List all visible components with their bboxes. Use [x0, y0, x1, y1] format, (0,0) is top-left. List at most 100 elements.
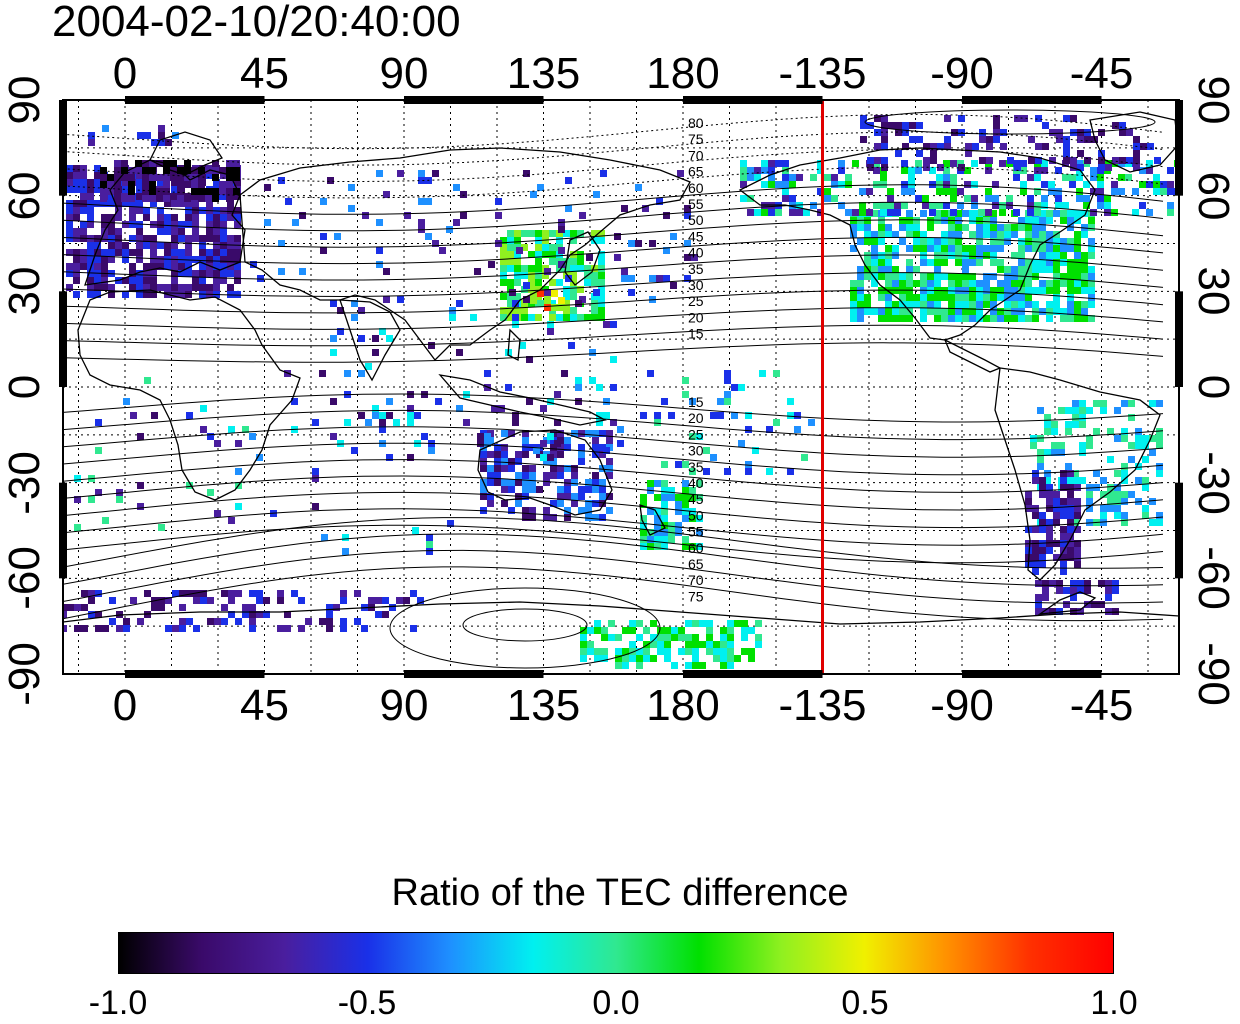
- tec-cell: [1060, 210, 1067, 217]
- tec-cell: [507, 300, 514, 307]
- tec-cell: [192, 256, 199, 263]
- tec-cell: [1060, 245, 1067, 252]
- tec-cell: [999, 160, 1006, 167]
- tec-cell: [962, 210, 969, 217]
- tec-cell: [727, 648, 734, 655]
- tec-cell: [969, 245, 976, 252]
- tec-cell: [212, 188, 219, 195]
- tec-cell: [1081, 287, 1088, 294]
- tec-cell: [740, 174, 747, 181]
- tec-cell: [1070, 115, 1077, 122]
- tec-cell: [557, 430, 564, 437]
- tec-cell: [1060, 280, 1067, 287]
- tec-cell: [1060, 273, 1067, 280]
- tec-cell: [130, 597, 137, 604]
- tec-cell: [382, 611, 389, 618]
- tec-cell: [962, 308, 969, 315]
- tec-cell: [596, 412, 603, 419]
- tec-cell: [530, 297, 537, 304]
- tec-cell: [1049, 157, 1056, 164]
- tec-cell: [754, 209, 761, 216]
- tec-cell: [927, 308, 934, 315]
- tec-cell: [227, 270, 234, 277]
- tec-cell: [1062, 174, 1069, 181]
- tec-cell: [696, 433, 703, 440]
- tec-cell: [206, 228, 213, 235]
- tec-cell: [986, 136, 993, 143]
- tec-cell: [228, 426, 235, 433]
- tec-cell: [529, 479, 536, 486]
- tec-cell: [930, 143, 937, 150]
- tec-cell: [1034, 188, 1041, 195]
- tec-cell: [599, 479, 606, 486]
- tec-cell: [592, 500, 599, 507]
- tec-cell: [615, 662, 622, 669]
- tec-cell: [621, 268, 628, 275]
- tec-cell: [164, 214, 171, 221]
- tec-cell: [101, 263, 108, 270]
- tec-cell: [249, 618, 256, 625]
- tec-cell: [895, 122, 902, 129]
- tec-cell: [521, 265, 528, 272]
- tec-cell: [264, 219, 271, 226]
- tec-cell: [519, 342, 526, 349]
- tec-cell: [591, 307, 598, 314]
- tec-cell: [477, 440, 484, 447]
- tec-cell: [526, 398, 533, 405]
- tec-cell: [1032, 259, 1039, 266]
- tec-cell: [143, 284, 150, 291]
- tec-cell: [1032, 315, 1039, 322]
- tec-cell: [577, 230, 584, 237]
- tec-cell: [1088, 287, 1095, 294]
- tec-cell: [901, 188, 908, 195]
- tec-cell: [706, 620, 713, 627]
- tec-cell: [507, 230, 514, 237]
- tec-cell: [129, 284, 136, 291]
- tec-cell: [1111, 209, 1118, 216]
- tec-cell: [957, 202, 964, 209]
- tec-cell: [340, 618, 347, 625]
- tec-cell: [1053, 308, 1060, 315]
- tec-cell: [561, 370, 568, 377]
- tec-cell: [487, 500, 494, 507]
- tec-cell: [577, 265, 584, 272]
- tec-cell: [768, 160, 775, 167]
- tec-cell: [1128, 414, 1135, 421]
- tec-cell: [73, 228, 80, 235]
- tec-cell: [178, 221, 185, 228]
- tec-cell: [1112, 580, 1119, 587]
- tec-cell: [284, 625, 291, 632]
- tec-cell: [603, 447, 610, 454]
- bottom-longitude-tick: 90: [379, 681, 429, 730]
- tec-cell: [1067, 259, 1074, 266]
- right-axis-bar: [1175, 100, 1183, 196]
- tec-cell: [219, 188, 226, 195]
- tec-cell: [213, 277, 220, 284]
- tec-cell: [123, 625, 130, 632]
- tec-cell: [1039, 512, 1046, 519]
- tec-cell: [1039, 491, 1046, 498]
- tec-cell: [536, 486, 543, 493]
- tec-cell: [969, 231, 976, 238]
- tec-cell: [734, 620, 741, 627]
- tec-cell: [206, 200, 213, 207]
- tec-cell: [1039, 477, 1046, 484]
- tec-cell: [600, 170, 607, 177]
- tec-cell: [1018, 280, 1025, 287]
- tec-cell: [1067, 273, 1074, 280]
- tec-cell: [1035, 115, 1042, 122]
- tec-cell: [372, 335, 379, 342]
- tec-cell: [654, 543, 661, 550]
- tec-cell: [157, 284, 164, 291]
- tec-cell: [585, 500, 592, 507]
- tec-cell: [150, 235, 157, 242]
- tec-cell: [94, 235, 101, 242]
- tec-cell: [941, 210, 948, 217]
- tec-cell: [867, 164, 874, 171]
- tec-cell: [727, 662, 734, 669]
- tec-cell: [1063, 587, 1070, 594]
- tec-cell: [1067, 512, 1074, 519]
- tec-cell: [845, 209, 852, 216]
- tec-cell: [150, 270, 157, 277]
- tec-cell: [845, 174, 852, 181]
